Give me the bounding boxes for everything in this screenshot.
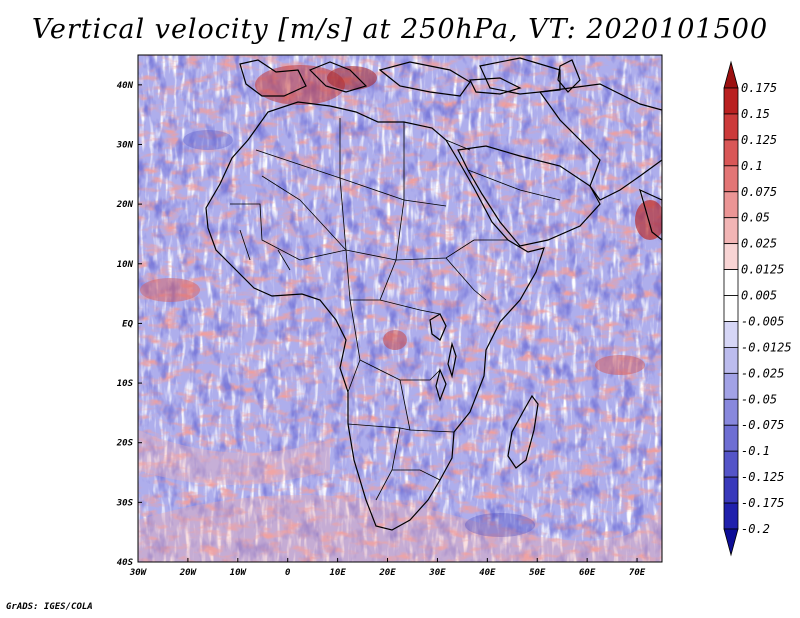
plot-frame: [137, 54, 663, 563]
colorbar-label: 0.075: [741, 185, 777, 199]
lat-tick-label: 20N: [116, 200, 134, 210]
lon-tick-label: 0: [285, 568, 291, 578]
colorbar-label: 0.1: [741, 159, 763, 173]
colorbar-swatch: [723, 528, 739, 557]
lon-tick-label: 70E: [629, 568, 646, 578]
lon-tick-label: 10W: [230, 568, 248, 578]
colorbar-label: 0.125: [741, 133, 777, 147]
colorbar-label: 0.005: [741, 289, 777, 303]
colorbar-swatch: [723, 321, 739, 348]
colorbar-swatch: [723, 502, 739, 530]
colorbar-label: 0.025: [741, 237, 777, 251]
lat-axis: 40N 30N 20N 10N EQ 10S 20S 30S 40S: [116, 81, 142, 568]
colorbar-swatch: [723, 450, 739, 478]
lon-tick-label: 30W: [129, 568, 148, 578]
lon-tick-label: 60E: [579, 568, 596, 578]
colorbar-swatch: [723, 476, 739, 504]
lon-tick-label: 50E: [529, 568, 546, 578]
lon-tick-label: 20W: [179, 568, 198, 578]
lat-tick-label: 10S: [117, 379, 134, 389]
colorbar-label: -0.005: [741, 314, 784, 328]
colorbar-swatch: [723, 347, 739, 374]
colorbar-swatch: [723, 139, 739, 167]
lat-tick-label: EQ: [122, 319, 133, 329]
colorbar-swatch: [723, 398, 739, 426]
colorbar-label: -0.075: [741, 418, 784, 432]
lat-tick-label: 10N: [117, 260, 134, 270]
colorbar-swatch: [723, 165, 739, 193]
colorbar-label: 0.175: [741, 81, 777, 95]
colorbar-swatch: [723, 217, 739, 245]
lat-tick-label: 40S: [117, 558, 134, 568]
lat-tick-label: 40N: [117, 81, 134, 91]
colorbar-label: -0.2: [741, 522, 770, 536]
colorbar: 0.175 0.15 0.125 0.1 0.075 0.05 0.025 0.0125 0.0…: [723, 60, 792, 557]
colorbar-label: -0.125: [741, 470, 784, 484]
country-borders: [230, 118, 561, 501]
colorbar-swatch: [723, 87, 739, 115]
colorbar-swatch: [723, 372, 739, 400]
colorbar-swatch: [723, 269, 739, 296]
colorbar-label: 0.15: [741, 107, 770, 121]
colorbar-label: -0.1: [741, 444, 770, 458]
lon-tick-label: 30E: [428, 568, 446, 578]
colorbar-label: -0.0125: [741, 340, 792, 354]
lat-tick-label: 20S: [116, 439, 134, 449]
velocity-field: [138, 55, 662, 562]
lon-tick-label: 20E: [378, 568, 396, 578]
colorbar-swatch: [723, 113, 739, 141]
map-title: Vertical velocity [m/s] at 250hPa, VT: 2…: [31, 14, 769, 45]
colorbar-label: -0.05: [741, 392, 777, 406]
lon-tick-label: 10E: [329, 568, 346, 578]
lat-tick-label: 30N: [116, 140, 134, 150]
lat-tick-label: 30S: [116, 498, 134, 508]
lon-axis: 30W 20W 10W 0 10E 20E 30E 40E 50E 60E 70E: [129, 558, 646, 578]
colorbar-label: -0.175: [741, 496, 784, 510]
grads-credit: GrADS: IGES/COLA: [6, 602, 93, 612]
colorbar-label: 0.05: [741, 211, 770, 225]
colorbar-swatch: [723, 295, 739, 322]
colorbar-label: -0.025: [741, 366, 784, 380]
colorbar-swatch: [723, 60, 739, 89]
colorbar-swatch: [723, 243, 739, 270]
colorbar-swatch: [723, 191, 739, 219]
coastlines: [205, 57, 662, 531]
colorbar-swatch: [723, 424, 739, 452]
lon-tick-label: 40E: [479, 568, 496, 578]
colorbar-label: 0.0125: [741, 263, 784, 277]
